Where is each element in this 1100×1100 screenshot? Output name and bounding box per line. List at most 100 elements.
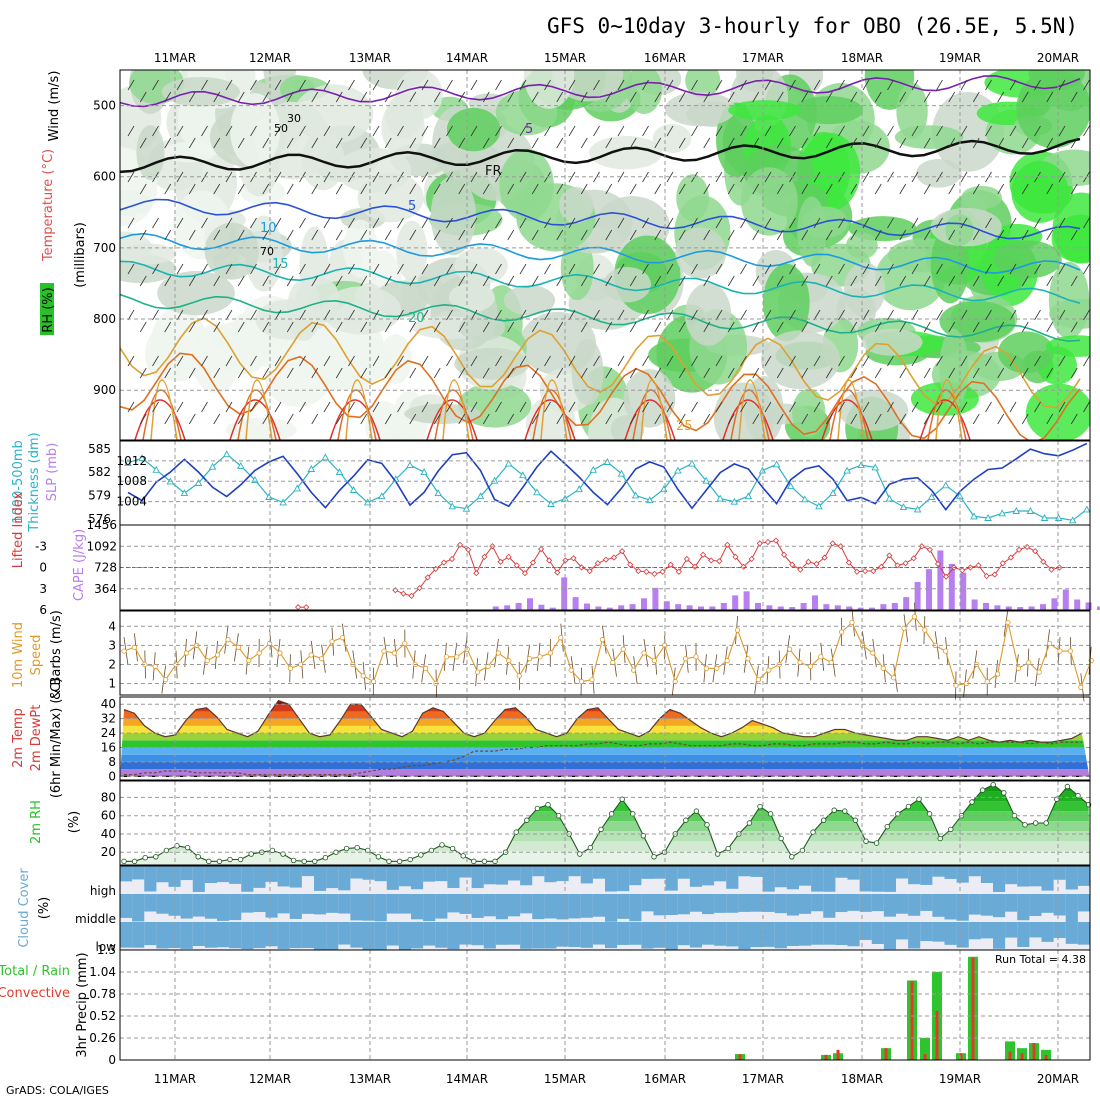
rh-point [545, 802, 551, 808]
cape-bar [572, 597, 579, 610]
cloud-cell-cover [823, 866, 836, 892]
lifted-index-point [295, 604, 302, 611]
cloud-cell-cover [762, 866, 776, 892]
precip-convective-bar [1044, 1054, 1048, 1060]
wind-barb [850, 183, 858, 195]
wind-barb [152, 401, 159, 413]
wind-barb [384, 137, 392, 149]
wind-barb [164, 183, 172, 195]
cloud-cell-cover [520, 866, 533, 886]
rh-point [926, 811, 933, 817]
cape-bar [606, 607, 613, 610]
precip-convective-bar [836, 1049, 840, 1060]
date-label-top: 14MAR [446, 51, 488, 65]
wind-barb [862, 309, 870, 321]
wind-barb [752, 229, 760, 241]
wind-barb [654, 137, 662, 149]
cloud-cell-cover [229, 894, 242, 921]
wind-barb [348, 217, 355, 229]
wind-barb [1070, 275, 1078, 287]
wind-barb [519, 79, 527, 91]
ylabel-thickness-b: Thickness (dm) [27, 432, 42, 532]
rh-point [492, 858, 498, 865]
wind-barb [605, 91, 613, 103]
cape-bar [641, 598, 647, 610]
wind-barb [335, 321, 343, 333]
wind-barb [360, 367, 368, 379]
thickness-point [829, 489, 837, 497]
cloud-cell-cover [714, 922, 727, 946]
wind-barb [323, 125, 331, 137]
wind-barb [446, 309, 453, 321]
wind-barb [727, 137, 735, 149]
wind-barb [1058, 309, 1066, 321]
thickness-point [349, 486, 358, 493]
wind-barb [654, 183, 662, 195]
cloud-cell-cover [520, 894, 533, 914]
lifted-index-point [546, 557, 553, 564]
wind-speed-point [1026, 659, 1032, 666]
wind-barb [1021, 321, 1029, 333]
wind-barb [629, 137, 637, 149]
wind-speed-point [1036, 669, 1042, 675]
wind-barb [691, 263, 698, 275]
cloud-cell-cover [1053, 866, 1067, 880]
y-tick-label: 600 [93, 170, 116, 184]
wind-barb [789, 263, 796, 275]
wind-barb [801, 137, 809, 149]
wind-barb [433, 91, 441, 103]
wind-barb [348, 125, 355, 137]
wind-barb [813, 125, 821, 137]
wind-barb [862, 401, 870, 413]
panel-3-frame [119, 610, 1091, 696]
wind-barb [948, 91, 956, 103]
wind-speed-point [287, 665, 293, 671]
thickness-point [970, 512, 978, 520]
lowlevel-isotherm [532, 389, 572, 440]
wind-barb [482, 413, 490, 425]
cloud-cell-cover [120, 922, 133, 948]
cloud-cell-cover [908, 894, 921, 916]
cloud-cell-cover [932, 922, 945, 942]
wind-barb [1046, 413, 1054, 425]
wind-barb [286, 137, 294, 149]
wind-speed-point [318, 656, 325, 662]
cloud-cell-cover [483, 922, 497, 949]
cloud-cell-cover [362, 922, 375, 950]
wind-barb [850, 275, 858, 287]
wind-barb [397, 217, 404, 229]
wind-barb [348, 401, 355, 413]
wind-barb [470, 79, 478, 91]
wind-barb [960, 309, 968, 321]
wind-barb [678, 275, 686, 287]
wind-barb [1046, 137, 1054, 149]
cloud-row-label: high [90, 884, 116, 898]
lifted-index-point [440, 559, 447, 566]
wind-barb [360, 91, 368, 103]
wind-speed-point [1005, 619, 1011, 626]
cloud-cell-cover [1005, 866, 1018, 885]
wind-barb [580, 229, 588, 241]
cloud-row-label: middle [75, 912, 116, 926]
wind-barb [838, 79, 845, 91]
thickness-tick-label: 585 [88, 442, 111, 456]
cloud-cell-cover [326, 894, 339, 913]
wind-barb [250, 217, 257, 229]
thickness-point [744, 492, 753, 500]
cloud-cell-cover [653, 894, 666, 916]
rh-shade-cell [896, 82, 928, 140]
temp-color-band [120, 747, 1090, 755]
rh-shade-cell [446, 107, 501, 152]
thickness-point [1040, 514, 1049, 521]
wind-barb [972, 91, 980, 103]
wind-barb [323, 355, 331, 367]
wind-barb [544, 355, 551, 367]
wind-barb [617, 355, 625, 367]
wind-barb [691, 309, 698, 321]
cloud-cell-cover [592, 866, 606, 879]
wind-barb [985, 125, 992, 137]
wind-barb [568, 355, 576, 367]
wind-barb [237, 137, 245, 149]
rh-shade-cell [321, 286, 402, 335]
wind-barb [176, 125, 184, 137]
